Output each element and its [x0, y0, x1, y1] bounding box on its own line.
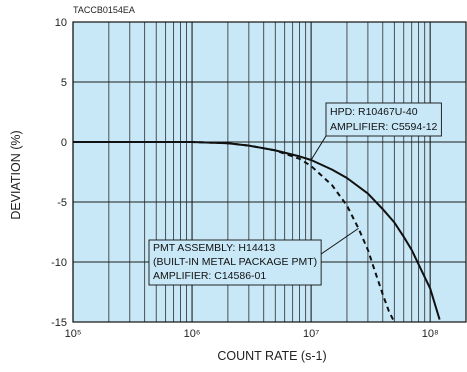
series-line-dashed [73, 141, 396, 323]
annotation-text: HPD: R10467U-40 [330, 106, 418, 118]
y-tick-label: 10 [55, 17, 67, 29]
y-tick-label: 5 [61, 77, 67, 89]
x-tick-label: 10⁸ [422, 328, 439, 340]
annotation-box [325, 102, 442, 137]
annotation-text: (BUILT-IN METAL PACKAGE PMT) [153, 256, 317, 268]
figure-code: TACCB0154EA [73, 5, 135, 15]
plot-frame [72, 21, 467, 323]
annotation-leader [320, 227, 359, 255]
y-tick-label: -15 [51, 317, 67, 329]
series-lines [73, 141, 441, 323]
annotation-text: AMPLIFIER: C5594-12 [330, 121, 438, 133]
x-tick-label: 10⁷ [303, 328, 319, 340]
annotation-leader [310, 135, 327, 161]
y-tick-label: -10 [51, 257, 67, 269]
annotations: HPD: R10467U-40 AMPLIFIER: C5594-12 PMT AS… [148, 102, 442, 286]
x-tick-label: 10⁵ [65, 328, 82, 340]
annotation-text: PMT ASSEMBLY: H14413 [153, 242, 275, 254]
y-tick-label: -5 [57, 197, 67, 209]
annotation-group: HPD: R10467U-40 AMPLIFIER: C5594-12 [310, 102, 442, 161]
y-tick-label: 0 [61, 137, 67, 149]
x-tick-label: 10⁶ [184, 328, 201, 340]
annotation-text: AMPLIFIER: C14586-01 [153, 270, 266, 282]
annotation-group: PMT ASSEMBLY: H14413 (BUILT-IN METAL PACK… [148, 227, 359, 286]
y-axis-label: DEVIATION (%) [9, 130, 23, 219]
x-axis-label: COUNT RATE (s-1) [217, 349, 326, 363]
annotation-box [148, 239, 322, 286]
